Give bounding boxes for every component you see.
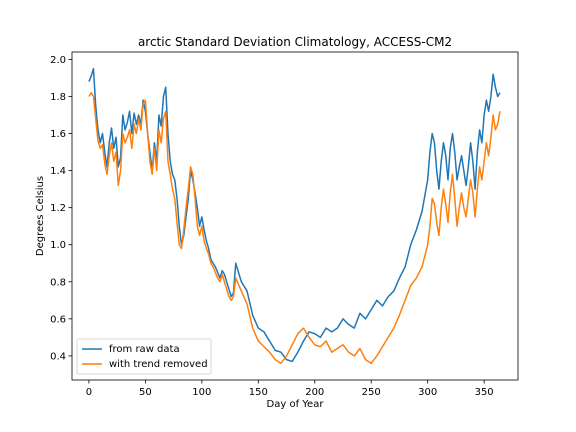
y-tick-label: 1.0 bbox=[50, 240, 66, 251]
x-tick-label: 150 bbox=[249, 387, 268, 398]
x-tick-label: 250 bbox=[362, 387, 381, 398]
y-axis: 0.4 0.6 0.8 1.0 1.2 1.4 1.6 1.8 2.0 bbox=[50, 55, 72, 362]
y-tick-label: 1.6 bbox=[50, 129, 66, 140]
legend-label-raw: from raw data bbox=[109, 344, 180, 355]
y-tick-label: 0.8 bbox=[50, 277, 66, 288]
y-tick-label: 0.4 bbox=[50, 351, 66, 362]
legend: from raw data with trend removed bbox=[76, 338, 212, 375]
x-tick-label: 300 bbox=[418, 387, 437, 398]
x-tick-label: 100 bbox=[192, 387, 211, 398]
chart-title: arctic Standard Deviation Climatology, A… bbox=[138, 35, 452, 49]
x-tick-label: 200 bbox=[305, 387, 324, 398]
series-layer bbox=[88, 67, 501, 365]
plot-frame bbox=[71, 51, 519, 381]
x-tick-label: 0 bbox=[86, 387, 92, 398]
y-tick-label: 1.2 bbox=[50, 203, 66, 214]
x-tick-label: 350 bbox=[475, 387, 494, 398]
x-axis: 0 50 100 150 200 250 300 350 bbox=[86, 380, 494, 398]
y-tick-label: 2.0 bbox=[50, 55, 66, 66]
legend-label-detrended: with trend removed bbox=[109, 359, 208, 370]
y-tick-label: 0.6 bbox=[50, 314, 66, 325]
legend-box bbox=[76, 338, 212, 375]
plot-area: 0 50 100 150 200 250 300 350 0.4 0.6 0.8 1.0 1.2 1.4… bbox=[50, 51, 519, 398]
x-axis-label: Day of Year bbox=[267, 399, 325, 410]
series-line-raw bbox=[88, 67, 501, 363]
y-axis-label: Degrees Celsius bbox=[35, 176, 46, 256]
series-line-detrended bbox=[88, 92, 501, 365]
y-tick-label: 1.4 bbox=[50, 166, 66, 177]
x-tick-label: 50 bbox=[139, 387, 152, 398]
y-tick-label: 1.8 bbox=[50, 92, 66, 103]
